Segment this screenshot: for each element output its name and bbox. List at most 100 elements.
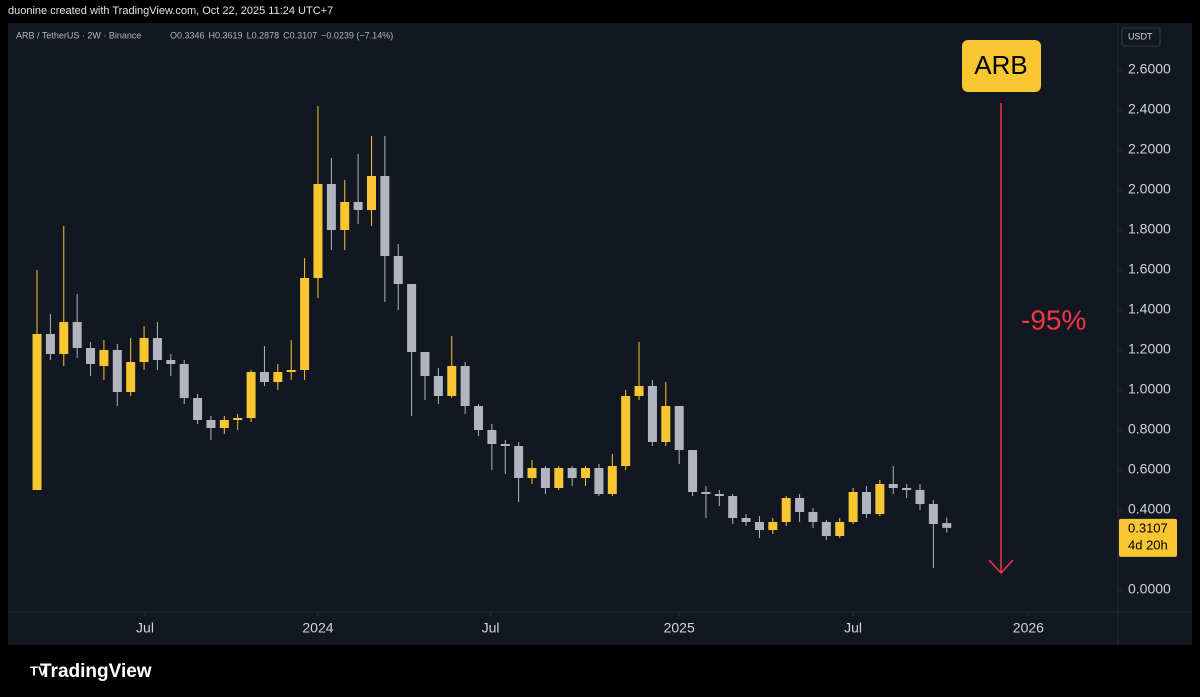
candle-body [621, 396, 631, 466]
candle-body [353, 202, 363, 210]
candle-body [554, 468, 564, 488]
x-tick-label: 2025 [664, 620, 695, 636]
candle-body [420, 352, 430, 376]
candle-body [233, 418, 243, 420]
candle-body [246, 372, 256, 418]
ohlc-value: C0.3107 [283, 30, 317, 40]
candle-body [540, 468, 550, 488]
candle-body [474, 406, 484, 430]
y-tick-label: 2.4000 [1128, 101, 1171, 117]
brand: TradingView [40, 661, 152, 682]
candle-body [942, 523, 952, 528]
candle-body [407, 284, 417, 352]
currency: USDT [1128, 31, 1153, 41]
y-tick-label: 0.4000 [1128, 501, 1171, 517]
ohlc-value: O0.3346 [170, 30, 205, 40]
x-tick-label: Jul [844, 620, 862, 636]
annotation-box [962, 40, 1041, 92]
currency-box [1121, 27, 1161, 47]
candle-body [500, 444, 510, 446]
y-tick-label: 2.2000 [1128, 141, 1171, 157]
y-tick-label: 1.0000 [1128, 381, 1171, 397]
candle-body [808, 512, 818, 522]
y-tick-label: 1.2000 [1128, 341, 1171, 357]
candle-body [487, 430, 497, 444]
candle-body [835, 522, 845, 536]
candle-body [928, 504, 938, 524]
candle-body [86, 348, 96, 364]
candle-body [647, 386, 657, 442]
candle-body [32, 334, 42, 490]
candle-body [781, 498, 791, 522]
candle-body [741, 518, 751, 522]
candle-body [594, 468, 604, 494]
candle-body [848, 492, 858, 522]
candle-body [126, 362, 136, 392]
y-tick-label: 1.6000 [1128, 261, 1171, 277]
candle-body [607, 466, 617, 494]
candle-body [861, 492, 871, 514]
candle-body [206, 420, 216, 428]
y-tick-label: 0.6000 [1128, 461, 1171, 477]
candle-body [821, 522, 831, 536]
price-tag-box [1119, 518, 1177, 557]
candle-body [754, 522, 764, 530]
candle-body [714, 494, 724, 496]
y-tick-label: 0.8000 [1128, 421, 1171, 437]
candle-body [661, 406, 671, 442]
candle-body [193, 398, 203, 420]
chart-panel [8, 23, 1192, 645]
x-tick-label: Jul [482, 620, 500, 636]
candle-body [393, 256, 403, 284]
candle-body [259, 372, 269, 382]
candle-body [581, 468, 591, 478]
candle-body [567, 468, 577, 478]
arrow-head [988, 559, 1014, 575]
x-tick-label: 2024 [302, 620, 333, 636]
y-tick-label: 1.4000 [1128, 301, 1171, 317]
annotation-change: -95% [1021, 304, 1086, 335]
x-tick-label: 2026 [1013, 620, 1044, 636]
candle-body [152, 338, 162, 360]
candle-body [875, 484, 885, 514]
ohlc-value: −0.0239 (−7.14%) [321, 30, 393, 40]
candle-body [59, 322, 69, 354]
candle-body [326, 184, 336, 230]
candle-body [166, 360, 176, 364]
ohlc-value: L0.2878 [247, 30, 280, 40]
credit: duonine created with TradingView.com, Oc… [8, 5, 333, 17]
candle-body [45, 334, 55, 354]
price-tag-label: 0.3107 [1128, 520, 1168, 535]
candle-body [99, 350, 109, 366]
candle-body [795, 498, 805, 512]
candle-body [768, 522, 778, 530]
candle-body [340, 202, 350, 230]
candle-body [219, 420, 229, 428]
candle-body [514, 446, 524, 478]
candle-body [313, 184, 323, 278]
candle-body [72, 322, 82, 348]
ohlc-value: H0.3619 [209, 30, 243, 40]
symbol-title: ARB / TetherUS · 2W · Binance [16, 30, 141, 40]
candle-body [273, 372, 283, 382]
y-tick-label: 2.6000 [1128, 61, 1171, 77]
candle-body [366, 176, 376, 210]
candle-body [674, 406, 684, 450]
candle-body [688, 450, 698, 492]
candle-body [300, 278, 310, 370]
candle-body [380, 176, 390, 256]
candle-body [888, 484, 898, 488]
candle-body [701, 492, 711, 494]
y-tick-label: 1.8000 [1128, 221, 1171, 237]
candle-body [286, 370, 296, 372]
x-tick-label: Jul [136, 620, 154, 636]
candle-body [139, 338, 149, 362]
plot [32, 106, 952, 568]
candle-body [460, 366, 470, 406]
annotation-label: ARB [974, 50, 1027, 80]
candle-body [447, 366, 457, 396]
candle-body [179, 364, 189, 398]
logo-mark: TV [30, 663, 47, 678]
